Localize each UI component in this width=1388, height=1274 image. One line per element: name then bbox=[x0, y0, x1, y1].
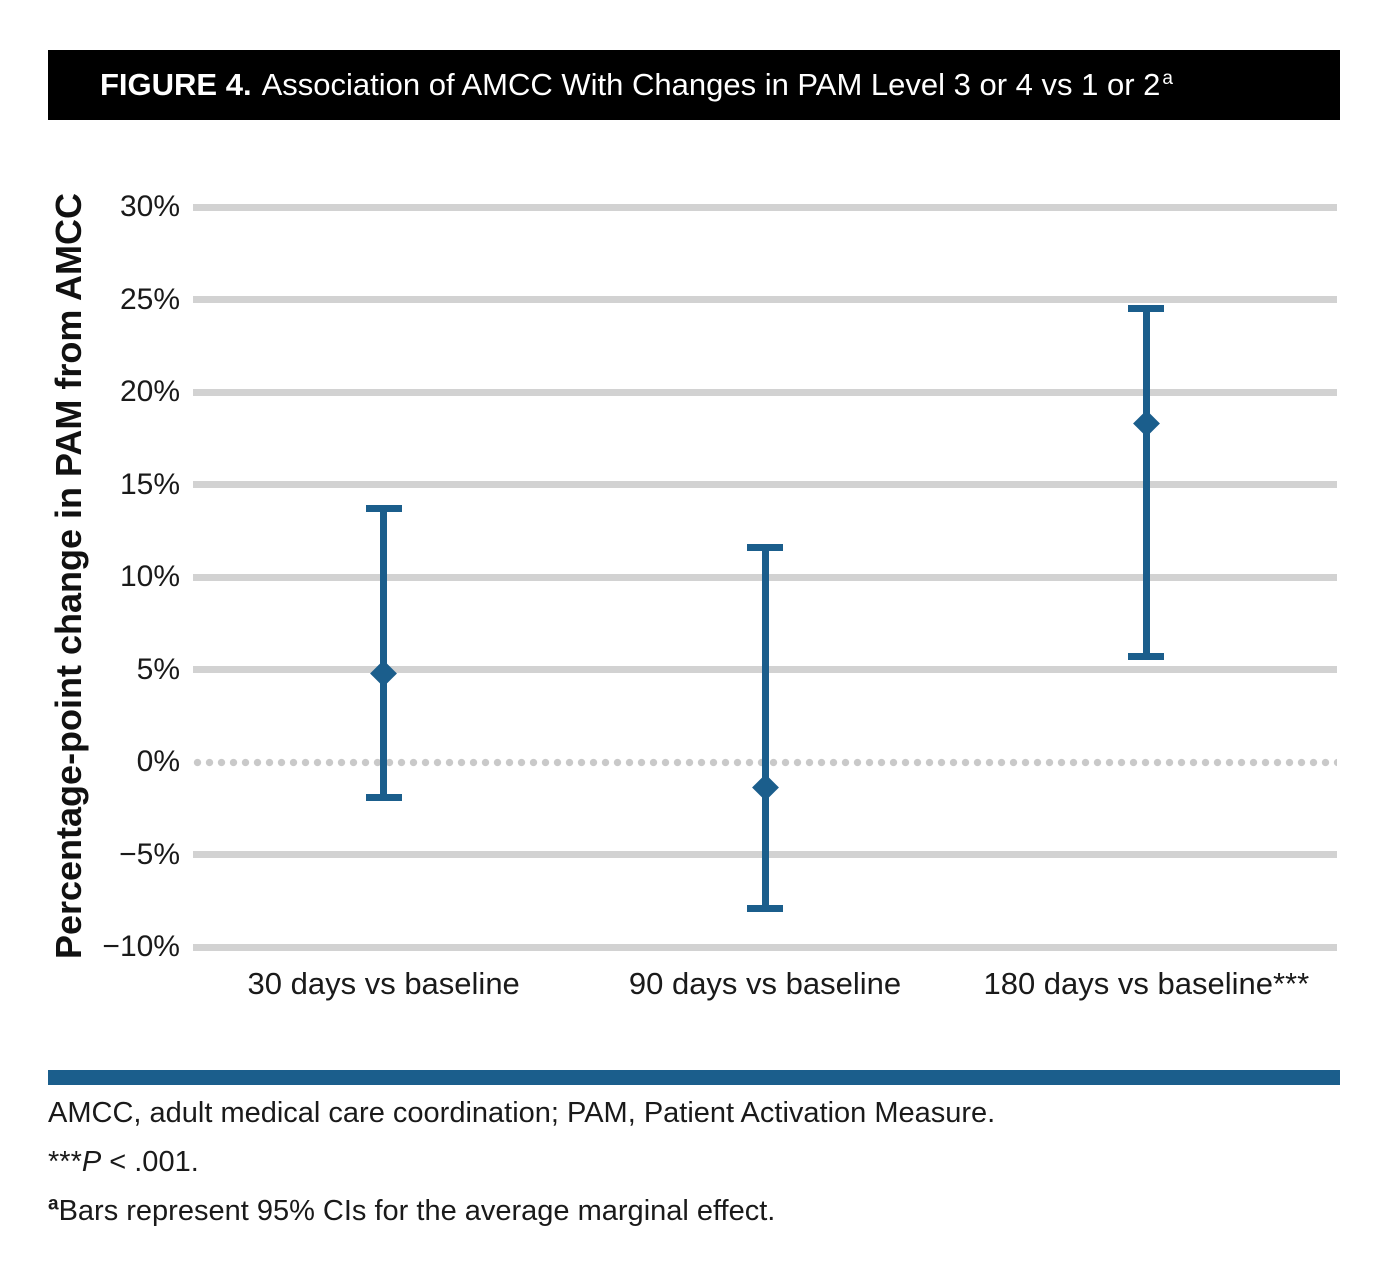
figure-title-bar: FIGURE 4. Association of AMCC With Chang… bbox=[48, 50, 1340, 120]
x-axis-category-label: 90 days vs baseline bbox=[628, 966, 902, 1001]
significance-note: ***P < .001. bbox=[48, 1146, 199, 1178]
error-bar bbox=[1142, 308, 1150, 657]
y-tick-label: −10% bbox=[102, 930, 180, 963]
gridline bbox=[193, 943, 1337, 951]
error-bar bbox=[761, 547, 769, 909]
bars-note: aBars represent 95% CIs for the average … bbox=[48, 1193, 776, 1227]
x-axis-category-label: 180 days vs baseline*** bbox=[983, 966, 1310, 1001]
gridline bbox=[193, 388, 1337, 396]
error-bar-bottom-cap bbox=[365, 793, 402, 801]
y-tick-label: 20% bbox=[119, 375, 180, 408]
abbreviation-note: AMCC, adult medical care coordination; P… bbox=[48, 1097, 996, 1129]
point-marker-diamond bbox=[1132, 410, 1160, 437]
gridline bbox=[193, 203, 1337, 211]
error-bar-bottom-cap bbox=[1128, 653, 1165, 661]
y-tick-label: 0% bbox=[136, 745, 180, 778]
x-axis-category-label: 30 days vs baseline bbox=[247, 966, 520, 1001]
error-bar-bottom-cap bbox=[747, 904, 783, 912]
figure-label: FIGURE 4. bbox=[100, 67, 252, 102]
error-bar bbox=[380, 508, 388, 798]
gridline bbox=[193, 296, 1337, 303]
point-marker-diamond bbox=[751, 774, 779, 802]
point-marker-diamond bbox=[370, 659, 398, 687]
y-tick-label: −5% bbox=[119, 837, 180, 871]
footnotes: AMCC, adult medical care coordination; P… bbox=[48, 1096, 1340, 1243]
y-tick-label: 10% bbox=[119, 560, 180, 593]
error-bar-top-cap bbox=[1128, 305, 1165, 313]
y-tick-label: 15% bbox=[119, 467, 180, 501]
figure-title-superscript: a bbox=[1162, 67, 1173, 89]
gridline bbox=[193, 481, 1337, 488]
figure-title: Association of AMCC With Changes in PAM … bbox=[261, 67, 1173, 102]
y-tick-label: 30% bbox=[119, 190, 180, 223]
bars-note-superscript: a bbox=[48, 1193, 59, 1215]
y-tick-label: 25% bbox=[119, 282, 180, 316]
error-bar-top-cap bbox=[747, 543, 783, 551]
footer-divider bbox=[48, 1070, 1340, 1085]
y-tick-label: 5% bbox=[136, 652, 180, 686]
error-bar-top-cap bbox=[365, 505, 402, 513]
